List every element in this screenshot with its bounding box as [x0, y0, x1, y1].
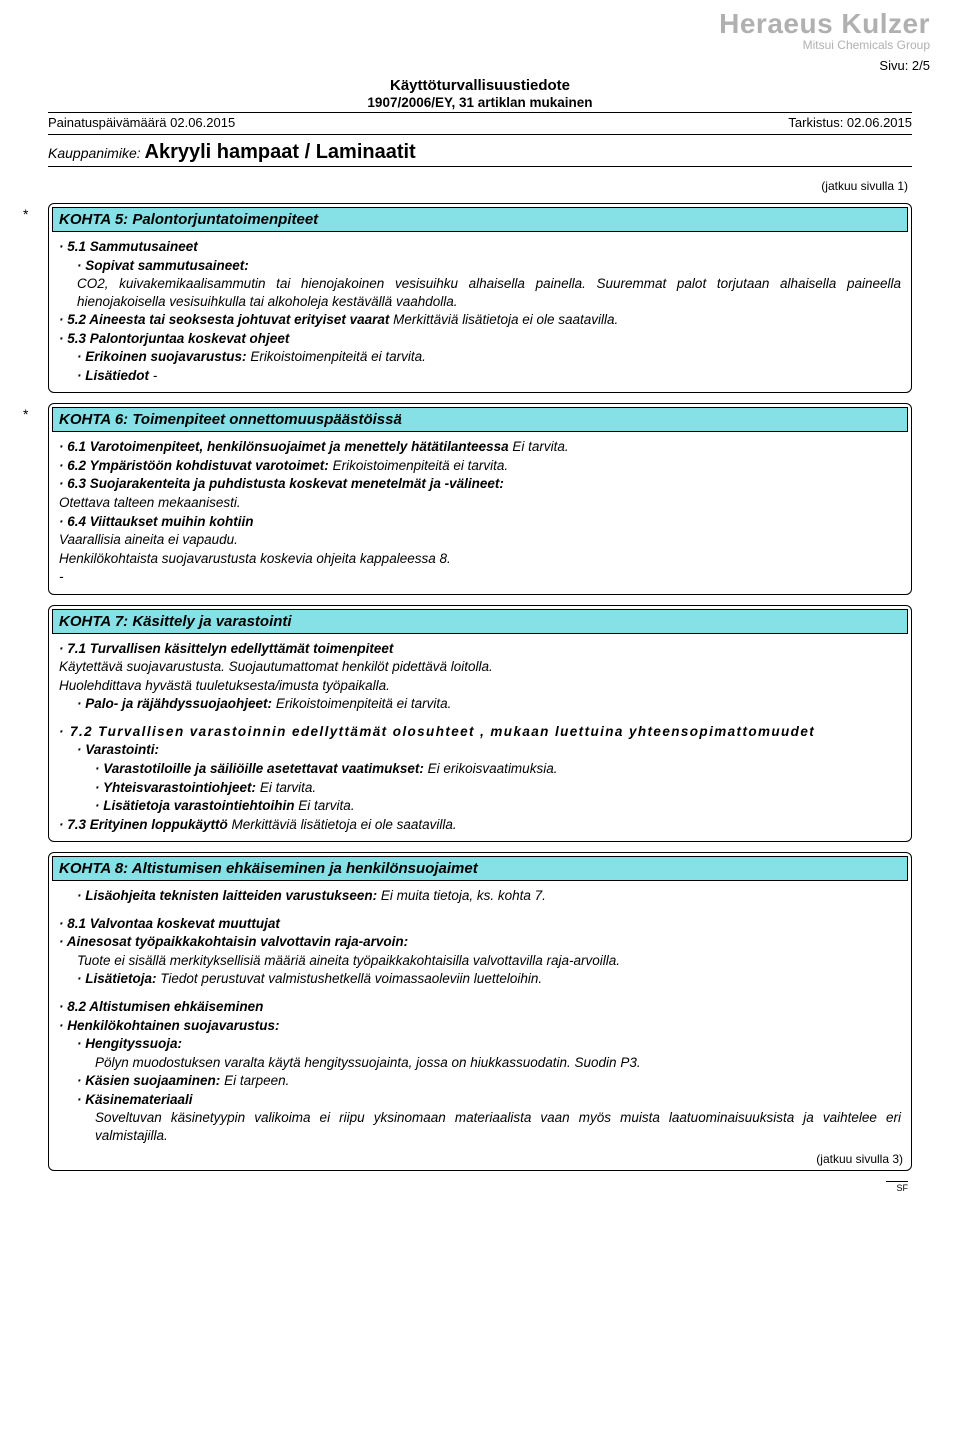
s5-1a-text: CO2, kuivakemikaalisammutin tai hienojak…	[59, 275, 901, 310]
s82a-label: · Henkilökohtainen suojavarustus:	[59, 1017, 901, 1035]
continued-to: (jatkuu sivulla 3)	[49, 1152, 911, 1170]
s7-2c-label: · Yhteisvarastointiohjeet:	[95, 780, 256, 795]
brand-group: Mitsui Chemicals Group	[719, 38, 930, 52]
section-5: * KOHTA 5: Palontorjuntatoimenpiteet · 5…	[48, 203, 912, 393]
doc-subtitle: 1907/2006/EY, 31 artiklan mukainen	[30, 95, 930, 110]
section-7: KOHTA 7: Käsittely ja varastointi · 7.1 …	[48, 605, 912, 842]
s81b-text: Tiedot perustuvat valmistushetkellä voim…	[160, 971, 542, 986]
s5-3-label: · 5.3 Palontorjuntaa koskevat ohjeet	[59, 330, 901, 348]
s6-1-row: · 6.1 Varotoimenpiteet, henkilönsuojaime…	[59, 438, 901, 456]
print-date: Painatuspäivämäärä 02.06.2015	[48, 115, 235, 130]
s81a-text: Tuote ei sisällä merkityksellisiä määriä…	[59, 952, 901, 970]
asterisk-icon: *	[23, 406, 28, 422]
section-8-heading: KOHTA 8: Altistumisen ehkäiseminen ja he…	[52, 856, 908, 881]
s6-4-text1: Vaarallisia aineita ei vapaudu.	[59, 531, 901, 549]
s6-3-label: · 6.3 Suojarakenteita ja puhdistusta kos…	[59, 475, 901, 493]
s7-2-label: · 7.2 Turvallisen varastoinnin edellyttä…	[59, 723, 901, 741]
page-number: Sivu: 2/5	[30, 58, 930, 73]
s8-a-row: · Lisäohjeita teknisten laitteiden varus…	[59, 887, 901, 905]
asterisk-icon: *	[23, 206, 28, 222]
s6-4-text2: Henkilökohtaista suojavarustusta koskevi…	[59, 550, 901, 568]
s82c-label: · Käsien suojaaminen:	[77, 1073, 220, 1088]
s5-2-text: Merkittäviä lisätietoja ei ole saatavill…	[393, 312, 618, 327]
s8-a-text: Ei muita tietoja, ks. kohta 7.	[381, 888, 546, 903]
s7-1a-label: · Palo- ja räjähdyssuojaohjeet:	[77, 696, 272, 711]
section-7-heading: KOHTA 7: Käsittely ja varastointi	[52, 609, 908, 634]
divider	[48, 166, 912, 167]
s5-3a-row: · Erikoinen suojavarustus: Erikoistoimen…	[59, 348, 901, 366]
s5-2-label: · 5.2 Aineesta tai seoksesta johtuvat er…	[59, 312, 389, 327]
s7-1a-text: Erikoistoimenpiteitä ei tarvita.	[276, 696, 452, 711]
s6-3-text: Otettava talteen mekaanisesti.	[59, 494, 901, 512]
s6-2-row: · 6.2 Ympäristöön kohdistuvat varotoimet…	[59, 457, 901, 475]
brand-block: Heraeus Kulzer Mitsui Chemicals Group	[719, 8, 930, 52]
s6-4-label: · 6.4 Viittaukset muihin kohtiin	[59, 513, 901, 531]
s7-2c-row: · Yhteisvarastointiohjeet: Ei tarvita.	[59, 779, 901, 797]
s7-3-text: Merkittäviä lisätietoja ei ole saatavill…	[232, 817, 457, 832]
s6-1-label: · 6.1 Varotoimenpiteet, henkilönsuojaime…	[59, 439, 509, 454]
s7-3-label: · 7.3 Erityinen loppukäyttö	[59, 817, 228, 832]
s7-2a-label: · Varastointi:	[59, 741, 901, 759]
divider	[48, 112, 912, 113]
s81-label: · 8.1 Valvontaa koskevat muuttujat	[59, 915, 901, 933]
s82c-row: · Käsien suojaaminen: Ei tarpeen.	[59, 1072, 901, 1090]
s6-2-label: · 6.2 Ympäristöön kohdistuvat varotoimet…	[59, 458, 329, 473]
s81b-label: · Lisätietoja:	[77, 971, 157, 986]
section-5-heading: KOHTA 5: Palontorjuntatoimenpiteet	[52, 207, 908, 232]
doc-title: Käyttöturvallisuustiedote	[30, 77, 930, 94]
s5-2-row: · 5.2 Aineesta tai seoksesta johtuvat er…	[59, 311, 901, 329]
section-6-heading: KOHTA 6: Toimenpiteet onnettomuuspäästöi…	[52, 407, 908, 432]
s6-dash: -	[59, 568, 901, 586]
s82b-text: Pölyn muodostuksen varalta käytä hengity…	[59, 1054, 901, 1072]
trade-name-row: Kauppanimike: Akryyli hampaat / Laminaat…	[48, 141, 912, 164]
s7-1-text1: Käytettävä suojavarustusta. Suojautumatt…	[59, 658, 901, 676]
s7-2d-text: Ei tarvita.	[298, 798, 354, 813]
s6-1-text: Ei tarvita.	[512, 439, 568, 454]
s82d-label: · Käsinemateriaali	[59, 1091, 901, 1109]
brand-name: Heraeus Kulzer	[719, 8, 930, 40]
s81a-label: · Ainesosat työpaikkakohtaisin valvottav…	[59, 933, 901, 951]
s5-3b-row: · Lisätiedot -	[59, 367, 901, 385]
s7-1-text2: Huolehdittava hyvästä tuuletuksesta/imus…	[59, 677, 901, 695]
s7-3-row: · 7.3 Erityinen loppukäyttö Merkittäviä …	[59, 816, 901, 834]
s7-2d-row: · Lisätietoja varastointiehtoihin Ei tar…	[59, 797, 901, 815]
s6-2-text: Erikoistoimenpiteitä ei tarvita.	[333, 458, 509, 473]
s82-label: · 8.2 Altistumisen ehkäiseminen	[59, 998, 901, 1016]
s7-2b-row: · Varastotiloille ja säiliöille asetetta…	[59, 760, 901, 778]
s5-3b-label: · Lisätiedot	[77, 368, 149, 383]
s81b-row: · Lisätietoja: Tiedot perustuvat valmist…	[59, 970, 901, 988]
s82c-text: Ei tarpeen.	[224, 1073, 289, 1088]
s7-1-label: · 7.1 Turvallisen käsittelyn edellyttämä…	[59, 640, 901, 658]
divider	[48, 134, 912, 135]
section-8: KOHTA 8: Altistumisen ehkäiseminen ja he…	[48, 852, 912, 1171]
trade-label: Kauppanimike:	[48, 145, 141, 161]
continued-from: (jatkuu sivulla 1)	[30, 179, 908, 193]
s7-1a-row: · Palo- ja räjähdyssuojaohjeet: Erikoist…	[59, 695, 901, 713]
s82b-label: · Hengityssuoja:	[59, 1035, 901, 1053]
s5-3b-text: -	[153, 368, 158, 383]
s7-2d-label: · Lisätietoja varastointiehtoihin	[95, 798, 295, 813]
section-6: * KOHTA 6: Toimenpiteet onnettomuuspääst…	[48, 403, 912, 594]
s7-2c-text: Ei tarvita.	[260, 780, 316, 795]
s7-2b-label: · Varastotiloille ja säiliöille asetetta…	[95, 761, 424, 776]
s8-a-label: · Lisäohjeita teknisten laitteiden varus…	[77, 888, 377, 903]
s82d-text: Soveltuvan käsinetyypin valikoima ei rii…	[59, 1109, 901, 1144]
s7-2b-text: Ei erikoisvaatimuksia.	[428, 761, 558, 776]
revision-date: Tarkistus: 02.06.2015	[788, 115, 912, 130]
s5-3a-label: · Erikoinen suojavarustus:	[77, 349, 247, 364]
s5-1a-label: · Sopivat sammutusaineet:	[59, 257, 901, 275]
trade-value: Akryyli hampaat / Laminaatit	[145, 141, 416, 163]
s5-3a-text: Erikoistoimenpiteitä ei tarvita.	[250, 349, 426, 364]
s5-1-label: · 5.1 Sammutusaineet	[59, 238, 901, 256]
lang-code: SF	[886, 1181, 908, 1193]
meta-row: Painatuspäivämäärä 02.06.2015 Tarkistus:…	[48, 115, 912, 130]
